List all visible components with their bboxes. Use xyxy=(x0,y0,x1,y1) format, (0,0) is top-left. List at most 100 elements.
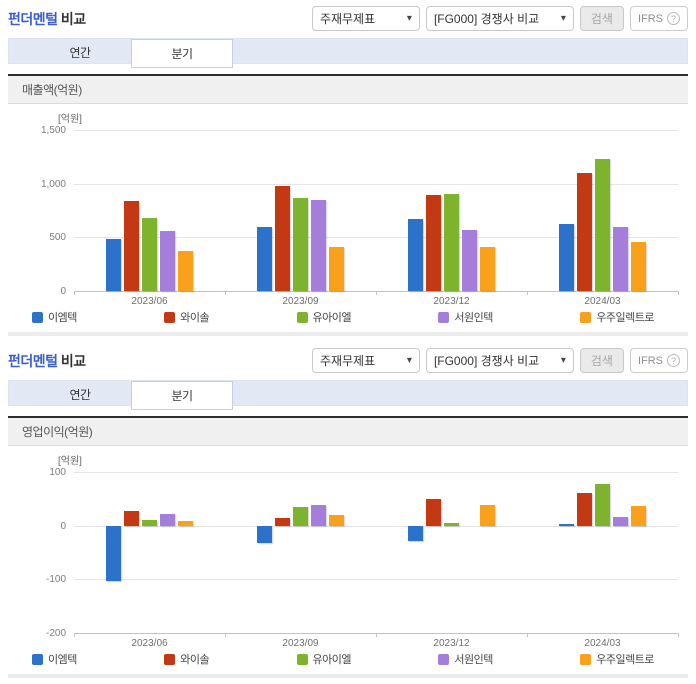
page-title: 펀더멘털 비교 xyxy=(8,351,86,371)
y-axis-labels: 0 500 1,000 1,500 xyxy=(8,125,66,297)
statement-select[interactable]: 주재무제표 ▾ xyxy=(311,348,420,373)
legend-item[interactable]: 유아이엘 xyxy=(296,651,352,667)
y-axis-labels: 100 0 -100 -200 xyxy=(8,467,66,639)
operating-profit-section: 펀더멘털 비교 주재무제표 ▾ [FG000] 경쟁사 비교 ▾ 검색 IFRS… xyxy=(8,342,688,678)
page-title-highlight: 펀더멘털 xyxy=(8,353,58,369)
legend-item[interactable]: 이엠텍 xyxy=(32,651,77,667)
chart-bar xyxy=(177,520,193,526)
compare-group-select[interactable]: [FG000] 경쟁사 비교 ▾ xyxy=(425,6,574,31)
ifrs-button[interactable]: IFRS ? xyxy=(629,348,688,373)
chart-bar xyxy=(425,195,441,291)
period-tabbar: 연간 분기 xyxy=(8,38,688,68)
tab-quarterly[interactable]: 분기 xyxy=(131,39,233,68)
chart-title-band: 영업이익(억원) xyxy=(8,418,688,446)
compare-group-select-value: [FG000] 경쟁사 비교 xyxy=(433,354,540,368)
chart-bar xyxy=(292,198,308,291)
page-title-highlight: 펀더멘털 xyxy=(8,11,58,27)
legend-swatch xyxy=(438,311,450,323)
chart-bar xyxy=(123,200,139,291)
section-divider xyxy=(8,674,688,678)
x-axis-label: 2023/06 xyxy=(131,638,168,649)
legend-label: 와이솔 xyxy=(180,312,210,324)
legend-label: 유아이엘 xyxy=(312,654,352,666)
tab-annual[interactable]: 연간 xyxy=(69,387,91,402)
legend-swatch xyxy=(296,311,308,323)
x-axis-label: 2023/12 xyxy=(433,638,470,649)
tab-quarterly[interactable]: 분기 xyxy=(131,381,233,410)
chart-bar xyxy=(159,231,175,291)
chart-legend: 이엠텍 와이솔 유아이엘 서원인텍 우주일렉트로 xyxy=(8,304,688,330)
chart-bar xyxy=(328,246,344,291)
search-button[interactable]: 검색 xyxy=(579,6,624,31)
chart-bar xyxy=(630,241,646,291)
search-button[interactable]: 검색 xyxy=(579,348,624,373)
legend-swatch xyxy=(32,311,43,323)
chart-bar xyxy=(612,227,628,291)
statement-select-value: 주재무제표 xyxy=(319,12,376,26)
legend-label: 우주일렉트로 xyxy=(596,312,654,324)
chart-bar xyxy=(274,185,290,291)
legend-item[interactable]: 서원인텍 xyxy=(438,309,493,325)
chart-bar xyxy=(594,158,610,291)
chart-bar xyxy=(576,493,592,526)
chart-bar xyxy=(177,250,193,291)
unit-label: [억원] xyxy=(58,114,82,125)
x-axis-tick xyxy=(73,633,75,637)
chart-bar xyxy=(292,507,308,526)
revenue-chart: [억원] 0 500 1,000 1,500 2023/06 2023/09 2023/1… xyxy=(8,104,688,307)
tab-annual[interactable]: 연간 xyxy=(69,45,91,60)
gridline xyxy=(74,525,678,527)
section-divider xyxy=(8,332,688,336)
x-axis-tick xyxy=(526,633,528,637)
gridline xyxy=(74,237,678,239)
gridline xyxy=(74,472,678,473)
x-axis-label: 2023/06 xyxy=(131,296,168,307)
chart-bar xyxy=(479,504,495,526)
legend-item[interactable]: 우주일렉트로 xyxy=(580,309,654,325)
chart-bar xyxy=(443,522,459,526)
legend-label: 서원인텍 xyxy=(454,654,493,666)
x-axis-label: 2023/12 xyxy=(433,296,470,307)
gridline xyxy=(74,130,678,131)
x-axis-tick xyxy=(677,291,679,295)
chart-title: 매출액(억원) xyxy=(22,83,82,97)
chart-legend: 이엠텍 와이솔 유아이엘 서원인텍 우주일렉트로 xyxy=(8,646,688,672)
legend-item[interactable]: 서원인텍 xyxy=(438,651,493,667)
section-header: 펀더멘털 비교 주재무제표 ▾ [FG000] 경쟁사 비교 ▾ 검색 IFRS… xyxy=(8,342,688,380)
statement-select[interactable]: 주재무제표 ▾ xyxy=(311,6,420,31)
revenue-section: 펀더멘털 비교 주재무제표 ▾ [FG000] 경쟁사 비교 ▾ 검색 IFRS… xyxy=(8,0,688,336)
legend-swatch xyxy=(438,653,450,665)
chevron-down-icon: ▾ xyxy=(560,13,566,24)
y-axis-tick-label: 500 xyxy=(49,232,66,244)
legend-item[interactable]: 이엠텍 xyxy=(32,309,77,325)
compare-group-select-value: [FG000] 경쟁사 비교 xyxy=(433,12,540,26)
y-axis-tick-label: 0 xyxy=(60,520,66,532)
compare-group-select[interactable]: [FG000] 경쟁사 비교 ▾ xyxy=(425,348,574,373)
chart-title: 영업이익(억원) xyxy=(22,425,93,439)
x-axis-tick xyxy=(375,633,377,637)
legend-label: 이엠텍 xyxy=(48,654,77,666)
legend-item[interactable]: 와이솔 xyxy=(164,309,210,325)
y-axis-tick-label: 1,500 xyxy=(40,125,66,136)
legend-swatch xyxy=(580,311,592,323)
chart-bar xyxy=(594,483,610,526)
chart-bar xyxy=(558,224,574,291)
chart-bar xyxy=(407,218,423,291)
y-axis-tick-label: 1,000 xyxy=(40,178,66,190)
ifrs-label: IFRS xyxy=(637,12,663,25)
chart-bar xyxy=(328,515,344,526)
legend-label: 유아이엘 xyxy=(312,312,352,324)
ifrs-button[interactable]: IFRS ? xyxy=(629,6,688,31)
legend-item[interactable]: 우주일렉트로 xyxy=(580,651,654,667)
legend-label: 우주일렉트로 xyxy=(596,654,654,666)
x-axis-tick xyxy=(73,291,75,295)
chart-bar xyxy=(612,516,628,526)
plot-area: 2023/06 2023/09 2023/12 2024/03 xyxy=(73,472,679,649)
page-title-rest: 비교 xyxy=(60,11,86,27)
chart-bar xyxy=(443,194,459,291)
legend-item[interactable]: 와이솔 xyxy=(164,651,210,667)
chart-bar xyxy=(105,238,121,291)
legend-label: 와이솔 xyxy=(180,654,210,666)
legend-item[interactable]: 유아이엘 xyxy=(296,309,352,325)
